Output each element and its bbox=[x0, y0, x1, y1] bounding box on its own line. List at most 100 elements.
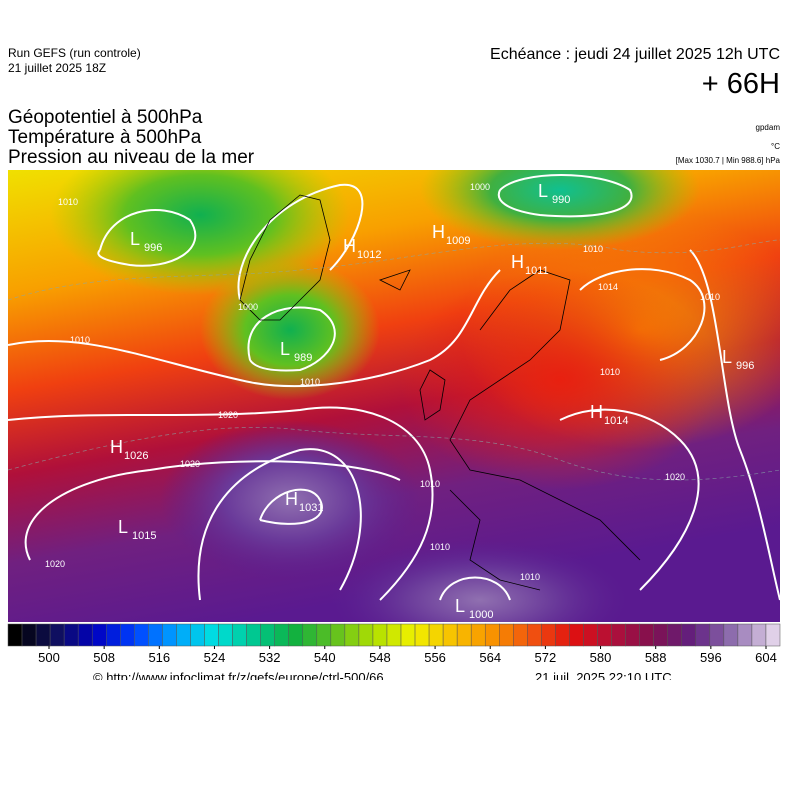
colorbar-cell bbox=[709, 623, 725, 647]
isobar-label: 1010 bbox=[583, 244, 603, 254]
isobar-label: 1000 bbox=[470, 182, 490, 192]
center-value: 990 bbox=[552, 194, 570, 206]
title: Géopotentiel à 500hPa bbox=[8, 107, 203, 128]
colorbar-cell bbox=[541, 623, 556, 647]
colorbar-label: 588 bbox=[645, 650, 667, 665]
generated: 21 juil. 2025 22:10 UTC bbox=[535, 670, 672, 680]
colorbar-cell bbox=[456, 623, 472, 647]
isobar-label: 1020 bbox=[665, 472, 685, 482]
colorbar-cell bbox=[442, 623, 458, 647]
center-type: L bbox=[455, 596, 465, 616]
colorbar-cell bbox=[302, 623, 318, 647]
colorbar-label: 532 bbox=[259, 650, 281, 665]
isobar-label: 1010 bbox=[700, 292, 720, 302]
colorbar-cell bbox=[667, 623, 682, 647]
colorbar-cell bbox=[316, 623, 332, 647]
isobar-label: 1010 bbox=[70, 335, 90, 345]
colorbar-cell bbox=[751, 623, 767, 647]
isobar-label: 1014 bbox=[598, 282, 618, 292]
isobar-label: 1010 bbox=[300, 377, 320, 387]
colorbar-cell bbox=[49, 623, 65, 647]
colorbar-cell bbox=[162, 623, 177, 647]
colorbar-cell bbox=[330, 623, 346, 647]
center-type: H bbox=[432, 222, 445, 242]
field bbox=[8, 170, 780, 622]
center-type: H bbox=[110, 437, 123, 457]
colorbar-cell bbox=[499, 623, 514, 647]
center-value: 1026 bbox=[124, 450, 148, 462]
center-type: L bbox=[130, 229, 140, 249]
colorbar-cell bbox=[597, 623, 612, 647]
center-type: H bbox=[511, 252, 524, 272]
isobar-label: 1020 bbox=[218, 410, 238, 420]
isobar-label: 1010 bbox=[430, 542, 450, 552]
colorbar-cell bbox=[106, 623, 121, 647]
colorbar-label: 500 bbox=[38, 650, 60, 665]
isobar-label: 1010 bbox=[58, 197, 78, 207]
isobar-label: 1010 bbox=[600, 367, 620, 377]
colorbar-cell bbox=[260, 623, 275, 647]
center-value: 989 bbox=[294, 352, 312, 364]
colorbar-cell bbox=[344, 623, 360, 647]
colorbar-label: 572 bbox=[535, 650, 557, 665]
colorbar-cell bbox=[681, 623, 697, 647]
isobar-label: 1020 bbox=[180, 459, 200, 469]
lead-time: + 66H bbox=[701, 68, 780, 100]
center-type: H bbox=[590, 402, 603, 422]
center-type: L bbox=[722, 347, 732, 367]
unit: gpdam bbox=[755, 123, 780, 132]
center-value: 1000 bbox=[469, 609, 493, 621]
colorbar-cell bbox=[386, 623, 402, 647]
colorbar-cell bbox=[625, 623, 640, 647]
colorbar-cell bbox=[372, 623, 388, 647]
colorbar-label: 508 bbox=[93, 650, 115, 665]
colorbar-label: 596 bbox=[700, 650, 722, 665]
colorbar-cell bbox=[358, 623, 374, 647]
isobar-label: 1000 bbox=[238, 302, 258, 312]
center-type: L bbox=[118, 517, 128, 537]
colorbar-label: 604 bbox=[755, 650, 777, 665]
colorbar-cell bbox=[555, 623, 570, 647]
colorbar-label: 556 bbox=[424, 650, 446, 665]
center-value: 996 bbox=[144, 242, 162, 254]
colorbar-cell bbox=[176, 623, 191, 647]
colorbar-cell bbox=[583, 623, 598, 647]
unit: [Max 1030.7 | Min 988.6] hPa bbox=[675, 156, 780, 165]
colorbar-cell bbox=[428, 623, 444, 647]
run-date: 21 juillet 2025 18Z bbox=[8, 61, 107, 75]
center-type: H bbox=[343, 236, 356, 256]
colorbar-cell bbox=[204, 623, 219, 647]
center-value: 1012 bbox=[357, 249, 381, 261]
colorbar-cell bbox=[148, 623, 163, 647]
title: Pression au niveau de la mer bbox=[8, 147, 255, 168]
colorbar-cell bbox=[35, 623, 51, 647]
source: © http://www.infoclimat.fr/z/gefs/europe… bbox=[93, 670, 384, 680]
colorbar-cell bbox=[77, 623, 93, 647]
colorbar-cell bbox=[274, 623, 289, 647]
center-value: 1011 bbox=[525, 265, 549, 277]
center-value: 996 bbox=[736, 360, 754, 372]
center-type: L bbox=[280, 339, 290, 359]
colorbar-cell bbox=[737, 623, 753, 647]
colorbar-label: 540 bbox=[314, 650, 336, 665]
colorbar-cell bbox=[120, 623, 135, 647]
isobar-label: 1010 bbox=[520, 572, 540, 582]
center-value: 1014 bbox=[604, 415, 628, 427]
colorbar-cell bbox=[134, 623, 149, 647]
echeance: Echéance : jeudi 24 juillet 2025 12h UTC bbox=[490, 46, 780, 63]
colorbar-cell bbox=[527, 623, 542, 647]
title: Température à 500hPa bbox=[8, 127, 202, 148]
colorbar-label: 516 bbox=[148, 650, 170, 665]
colorbar-cell bbox=[21, 623, 37, 647]
colorbar-cell bbox=[91, 623, 107, 647]
isobar-label: 1020 bbox=[45, 559, 65, 569]
colorbar-cell bbox=[765, 623, 781, 647]
colorbar-cell bbox=[611, 623, 626, 647]
colorbar-cell bbox=[63, 623, 79, 647]
unit: °C bbox=[771, 142, 780, 151]
colorbar-cell bbox=[569, 623, 584, 647]
colorbar-cell bbox=[218, 623, 233, 647]
center-value: 1031 bbox=[299, 502, 323, 514]
